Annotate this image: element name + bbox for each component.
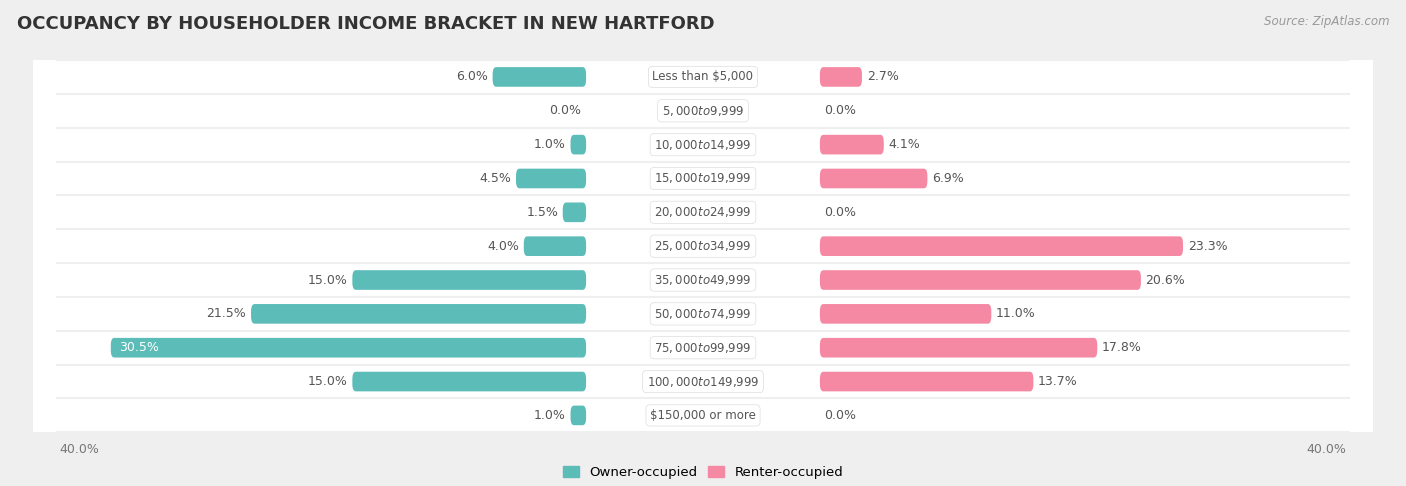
Bar — [32, 364, 1374, 399]
Text: Less than $5,000: Less than $5,000 — [652, 70, 754, 84]
Legend: Owner-occupied, Renter-occupied: Owner-occupied, Renter-occupied — [558, 460, 848, 484]
Bar — [32, 161, 1374, 195]
Text: OCCUPANCY BY HOUSEHOLDER INCOME BRACKET IN NEW HARTFORD: OCCUPANCY BY HOUSEHOLDER INCOME BRACKET … — [17, 15, 714, 33]
Text: 1.0%: 1.0% — [534, 409, 565, 422]
Text: $5,000 to $9,999: $5,000 to $9,999 — [662, 104, 744, 118]
FancyBboxPatch shape — [820, 67, 862, 87]
Text: 11.0%: 11.0% — [995, 307, 1036, 320]
FancyBboxPatch shape — [820, 372, 1033, 391]
FancyBboxPatch shape — [820, 338, 1097, 358]
Text: 1.0%: 1.0% — [534, 138, 565, 151]
Bar — [32, 94, 1374, 128]
Text: 23.3%: 23.3% — [1188, 240, 1227, 253]
Text: 6.0%: 6.0% — [456, 70, 488, 84]
FancyBboxPatch shape — [820, 135, 884, 155]
FancyBboxPatch shape — [524, 236, 586, 256]
Text: $15,000 to $19,999: $15,000 to $19,999 — [654, 172, 752, 186]
FancyBboxPatch shape — [252, 304, 586, 324]
Text: $75,000 to $99,999: $75,000 to $99,999 — [654, 341, 752, 355]
Text: 15.0%: 15.0% — [308, 274, 347, 287]
Text: $100,000 to $149,999: $100,000 to $149,999 — [647, 375, 759, 388]
Text: 0.0%: 0.0% — [824, 409, 856, 422]
Bar — [32, 399, 1374, 433]
FancyBboxPatch shape — [820, 304, 991, 324]
Text: 17.8%: 17.8% — [1102, 341, 1142, 354]
Text: Source: ZipAtlas.com: Source: ZipAtlas.com — [1264, 15, 1389, 28]
Text: 20.6%: 20.6% — [1146, 274, 1185, 287]
FancyBboxPatch shape — [820, 236, 1182, 256]
Bar — [32, 297, 1374, 331]
Text: 6.9%: 6.9% — [932, 172, 965, 185]
Bar — [32, 331, 1374, 364]
Bar — [32, 195, 1374, 229]
Text: 30.5%: 30.5% — [118, 341, 159, 354]
Text: 4.0%: 4.0% — [488, 240, 519, 253]
Text: $10,000 to $14,999: $10,000 to $14,999 — [654, 138, 752, 152]
FancyBboxPatch shape — [820, 270, 1140, 290]
Text: $25,000 to $34,999: $25,000 to $34,999 — [654, 239, 752, 253]
Bar — [32, 263, 1374, 297]
FancyBboxPatch shape — [571, 135, 586, 155]
FancyBboxPatch shape — [353, 270, 586, 290]
Bar — [32, 60, 1374, 94]
Text: 13.7%: 13.7% — [1038, 375, 1078, 388]
Text: 2.7%: 2.7% — [866, 70, 898, 84]
Bar — [32, 229, 1374, 263]
Text: $35,000 to $49,999: $35,000 to $49,999 — [654, 273, 752, 287]
Text: 4.5%: 4.5% — [479, 172, 512, 185]
FancyBboxPatch shape — [111, 338, 586, 358]
Text: 0.0%: 0.0% — [824, 206, 856, 219]
FancyBboxPatch shape — [562, 203, 586, 222]
Text: 0.0%: 0.0% — [824, 104, 856, 117]
FancyBboxPatch shape — [820, 169, 928, 188]
Text: 0.0%: 0.0% — [550, 104, 582, 117]
Text: $20,000 to $24,999: $20,000 to $24,999 — [654, 205, 752, 219]
FancyBboxPatch shape — [492, 67, 586, 87]
FancyBboxPatch shape — [571, 406, 586, 425]
FancyBboxPatch shape — [353, 372, 586, 391]
Text: $50,000 to $74,999: $50,000 to $74,999 — [654, 307, 752, 321]
Text: 15.0%: 15.0% — [308, 375, 347, 388]
FancyBboxPatch shape — [516, 169, 586, 188]
Text: 1.5%: 1.5% — [526, 206, 558, 219]
Text: 4.1%: 4.1% — [889, 138, 920, 151]
Bar — [32, 128, 1374, 161]
Text: $150,000 or more: $150,000 or more — [650, 409, 756, 422]
Text: 21.5%: 21.5% — [207, 307, 246, 320]
